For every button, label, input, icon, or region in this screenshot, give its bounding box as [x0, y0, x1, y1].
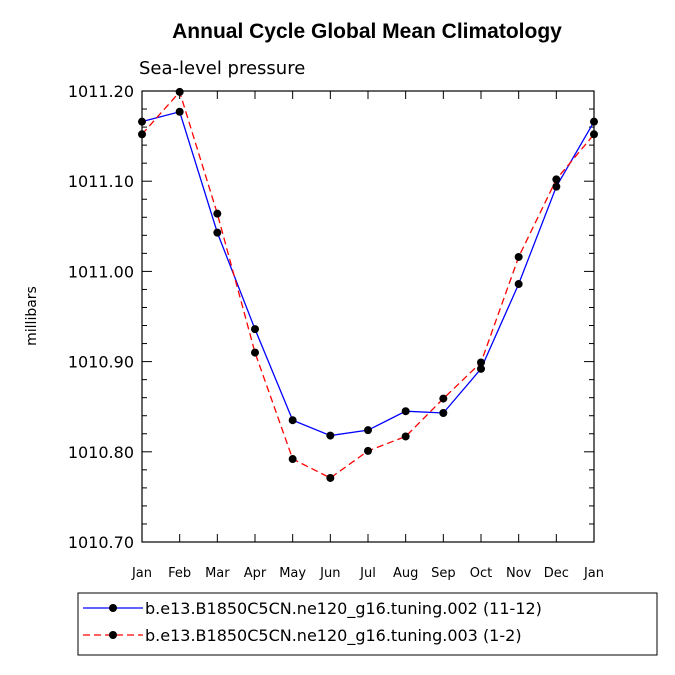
y-tick-label: 1010.80	[68, 443, 134, 462]
chart-title: Annual Cycle Global Mean Climatology	[172, 20, 562, 43]
data-point	[477, 358, 485, 367]
legend-item: b.e13.B1850C5CN.ne120_g16.tuning.002 (11…	[83, 599, 542, 619]
chart-subtitle: Sea-level pressure	[139, 58, 305, 79]
data-point	[288, 416, 297, 425]
y-tick-label: 1010.90	[68, 353, 134, 372]
x-tick-label: Jun	[319, 566, 340, 581]
data-point	[213, 209, 222, 218]
y-tick-label: 1010.70	[68, 533, 134, 552]
x-tick-label: Sep	[431, 566, 456, 581]
series-line	[141, 110, 595, 437]
plot-area	[141, 90, 595, 543]
legend-marker	[109, 631, 117, 639]
series-2	[138, 87, 598, 482]
data-point	[213, 228, 222, 237]
x-tick-label: Nov	[506, 566, 532, 581]
data-point	[439, 394, 448, 403]
x-tick-label: May	[279, 566, 306, 581]
data-point	[251, 348, 259, 357]
data-point	[364, 446, 372, 455]
x-tick-label: Jan	[583, 566, 604, 581]
y-tick-label: 1011.00	[68, 262, 134, 281]
data-point	[175, 87, 184, 96]
series-1	[138, 107, 598, 440]
data-point	[552, 175, 561, 184]
x-tick-label: Jan	[131, 566, 152, 581]
legend-label: b.e13.B1850C5CN.ne120_g16.tuning.002 (11…	[145, 599, 542, 619]
x-tick-label: Dec	[544, 566, 569, 581]
x-tick-label: Feb	[168, 566, 191, 581]
legend-marker	[109, 604, 117, 612]
data-point	[251, 325, 259, 334]
series-line	[141, 90, 595, 479]
x-tick-label: Mar	[205, 566, 230, 581]
x-tick-label: Apr	[244, 566, 267, 581]
x-tick-label: Aug	[393, 566, 418, 581]
data-point	[401, 432, 410, 441]
data-point	[326, 473, 335, 482]
data-point	[552, 182, 561, 191]
legend-box	[77, 592, 658, 656]
y-tick-label: 1011.20	[68, 82, 134, 101]
data-point	[364, 426, 372, 435]
x-tick-label: Jul	[359, 566, 376, 581]
y-axis-label: millibars	[24, 286, 40, 346]
data-point	[514, 280, 523, 289]
x-tick-label: Oct	[470, 566, 492, 581]
data-point	[439, 409, 448, 418]
data-point	[477, 364, 485, 373]
legend-label: b.e13.B1850C5CN.ne120_g16.tuning.003 (1-…	[145, 626, 522, 646]
data-point	[514, 252, 523, 261]
y-tick-label: 1011.10	[68, 172, 134, 191]
data-point	[288, 455, 297, 464]
data-point	[175, 107, 184, 116]
legend-item: b.e13.B1850C5CN.ne120_g16.tuning.003 (1-…	[83, 626, 522, 646]
data-point	[401, 407, 410, 416]
data-point	[326, 431, 335, 440]
